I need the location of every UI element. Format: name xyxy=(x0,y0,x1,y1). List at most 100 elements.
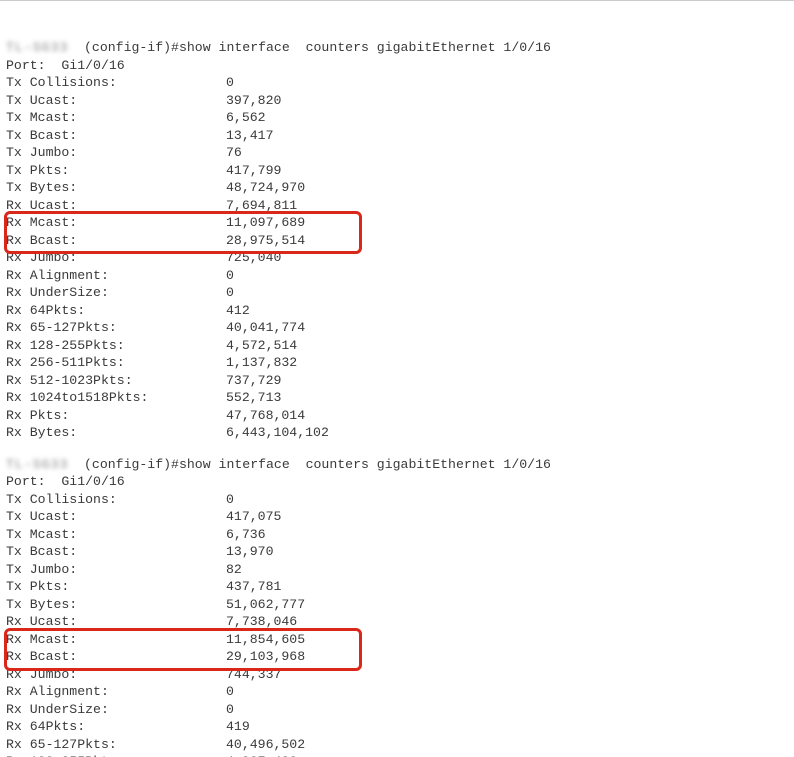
counter-label: Rx UnderSize: xyxy=(6,284,226,302)
counter-row: Rx 128-255Pkts:4,937,428 xyxy=(6,753,788,757)
counter-value: 4,572,514 xyxy=(226,337,297,355)
counter-label: Rx 128-255Pkts: xyxy=(6,753,226,757)
port-line: Port: Gi1/0/16 xyxy=(6,57,788,75)
counter-row: Rx Mcast:11,854,605 xyxy=(6,631,788,649)
counter-row: Rx 1024to1518Pkts:552,713 xyxy=(6,389,788,407)
command-line: TL-SG33(config-if)#show interface counte… xyxy=(6,39,788,57)
counter-value: 6,562 xyxy=(226,109,266,127)
counter-value: 29,103,968 xyxy=(226,648,305,666)
counter-row: Rx 65-127Pkts:40,041,774 xyxy=(6,319,788,337)
port-line: Port: Gi1/0/16 xyxy=(6,473,788,491)
counter-row: Rx Ucast:7,694,811 xyxy=(6,197,788,215)
counter-label: Rx 1024to1518Pkts: xyxy=(6,389,226,407)
counter-value: 397,820 xyxy=(226,92,281,110)
counter-row: Rx 256-511Pkts:1,137,832 xyxy=(6,354,788,372)
counter-label: Rx 64Pkts: xyxy=(6,718,226,736)
counter-label: Tx Jumbo: xyxy=(6,561,226,579)
counter-row: Rx 128-255Pkts:4,572,514 xyxy=(6,337,788,355)
counter-label: Tx Jumbo: xyxy=(6,144,226,162)
counter-value: 40,041,774 xyxy=(226,319,305,337)
counter-label: Rx Bcast: xyxy=(6,232,226,250)
counter-value: 0 xyxy=(226,683,234,701)
counter-value: 28,975,514 xyxy=(226,232,305,250)
counter-label: Rx Bytes: xyxy=(6,424,226,442)
counter-value: 552,713 xyxy=(226,389,281,407)
counter-row: Rx Alignment:0 xyxy=(6,683,788,701)
terminal-output: TL-SG33(config-if)#show interface counte… xyxy=(0,0,794,757)
counter-label: Tx Mcast: xyxy=(6,109,226,127)
counter-row: Tx Jumbo:82 xyxy=(6,561,788,579)
counter-row: Tx Collisions:0 xyxy=(6,491,788,509)
counter-value: 0 xyxy=(226,74,234,92)
counter-label: Rx 65-127Pkts: xyxy=(6,736,226,754)
hostname-blurred: TL-SG33 xyxy=(6,39,84,57)
top-border xyxy=(0,0,794,1)
counter-row: Rx UnderSize:0 xyxy=(6,701,788,719)
counter-value: 1,137,832 xyxy=(226,354,297,372)
counter-value: 48,724,970 xyxy=(226,179,305,197)
counter-row: Tx Pkts:437,781 xyxy=(6,578,788,596)
counter-value: 6,443,104,102 xyxy=(226,424,329,442)
counter-value: 7,694,811 xyxy=(226,197,297,215)
counter-value: 417,075 xyxy=(226,508,281,526)
counter-label: Rx Alignment: xyxy=(6,683,226,701)
counter-value: 0 xyxy=(226,267,234,285)
counter-value: 437,781 xyxy=(226,578,281,596)
counter-label: Rx Alignment: xyxy=(6,267,226,285)
counter-label: Rx Mcast: xyxy=(6,631,226,649)
counter-label: Rx UnderSize: xyxy=(6,701,226,719)
command-line: TL-SG33(config-if)#show interface counte… xyxy=(6,456,788,474)
counter-label: Rx Bcast: xyxy=(6,648,226,666)
counter-value: 0 xyxy=(226,701,234,719)
counter-value: 0 xyxy=(226,284,234,302)
counter-label: Tx Bytes: xyxy=(6,179,226,197)
counter-row: Tx Pkts:417,799 xyxy=(6,162,788,180)
counter-row: Tx Mcast:6,736 xyxy=(6,526,788,544)
command-text: (config-if)#show interface counters giga… xyxy=(84,457,551,472)
counter-row: Rx UnderSize:0 xyxy=(6,284,788,302)
counter-row: Rx Bcast:28,975,514 xyxy=(6,232,788,250)
counter-value: 737,729 xyxy=(226,372,281,390)
counter-value: 4,937,428 xyxy=(226,753,297,757)
counter-label: Rx 65-127Pkts: xyxy=(6,319,226,337)
counter-row: Tx Collisions:0 xyxy=(6,74,788,92)
counter-label: Rx 64Pkts: xyxy=(6,302,226,320)
counter-label: Tx Ucast: xyxy=(6,92,226,110)
counter-value: 744,337 xyxy=(226,666,281,684)
counter-row: Rx Alignment:0 xyxy=(6,267,788,285)
counter-row: Rx 65-127Pkts:40,496,502 xyxy=(6,736,788,754)
counter-value: 11,097,689 xyxy=(226,214,305,232)
counter-row: Tx Bytes:51,062,777 xyxy=(6,596,788,614)
counter-label: Tx Ucast: xyxy=(6,508,226,526)
counter-value: 7,738,046 xyxy=(226,613,297,631)
counter-value: 6,736 xyxy=(226,526,266,544)
counter-label: Tx Collisions: xyxy=(6,74,226,92)
counter-row: Rx Jumbo:725,040 xyxy=(6,249,788,267)
counter-label: Rx Pkts: xyxy=(6,407,226,425)
counter-label: Rx Ucast: xyxy=(6,197,226,215)
counter-value: 47,768,014 xyxy=(226,407,305,425)
counter-row: Tx Ucast:397,820 xyxy=(6,92,788,110)
counter-row: Tx Bcast:13,417 xyxy=(6,127,788,145)
counter-value: 11,854,605 xyxy=(226,631,305,649)
counter-value: 725,040 xyxy=(226,249,281,267)
counter-row: Rx 64Pkts:412 xyxy=(6,302,788,320)
counter-label: Tx Bcast: xyxy=(6,543,226,561)
counter-row: Tx Jumbo:76 xyxy=(6,144,788,162)
counter-label: Rx 256-511Pkts: xyxy=(6,354,226,372)
counter-value: 419 xyxy=(226,718,250,736)
counter-row: Tx Ucast:417,075 xyxy=(6,508,788,526)
counter-value: 417,799 xyxy=(226,162,281,180)
counter-row: Rx Jumbo:744,337 xyxy=(6,666,788,684)
counter-value: 13,417 xyxy=(226,127,273,145)
hostname-blurred: TL-SG33 xyxy=(6,456,84,474)
counter-row: Rx Mcast:11,097,689 xyxy=(6,214,788,232)
counter-value: 412 xyxy=(226,302,250,320)
command-text: (config-if)#show interface counters giga… xyxy=(84,40,551,55)
counter-label: Rx Jumbo: xyxy=(6,666,226,684)
counter-row: Rx 64Pkts:419 xyxy=(6,718,788,736)
counter-label: Tx Pkts: xyxy=(6,578,226,596)
counter-row: Rx Bytes:6,443,104,102 xyxy=(6,424,788,442)
counter-row: Rx Bcast:29,103,968 xyxy=(6,648,788,666)
counter-value: 51,062,777 xyxy=(226,596,305,614)
